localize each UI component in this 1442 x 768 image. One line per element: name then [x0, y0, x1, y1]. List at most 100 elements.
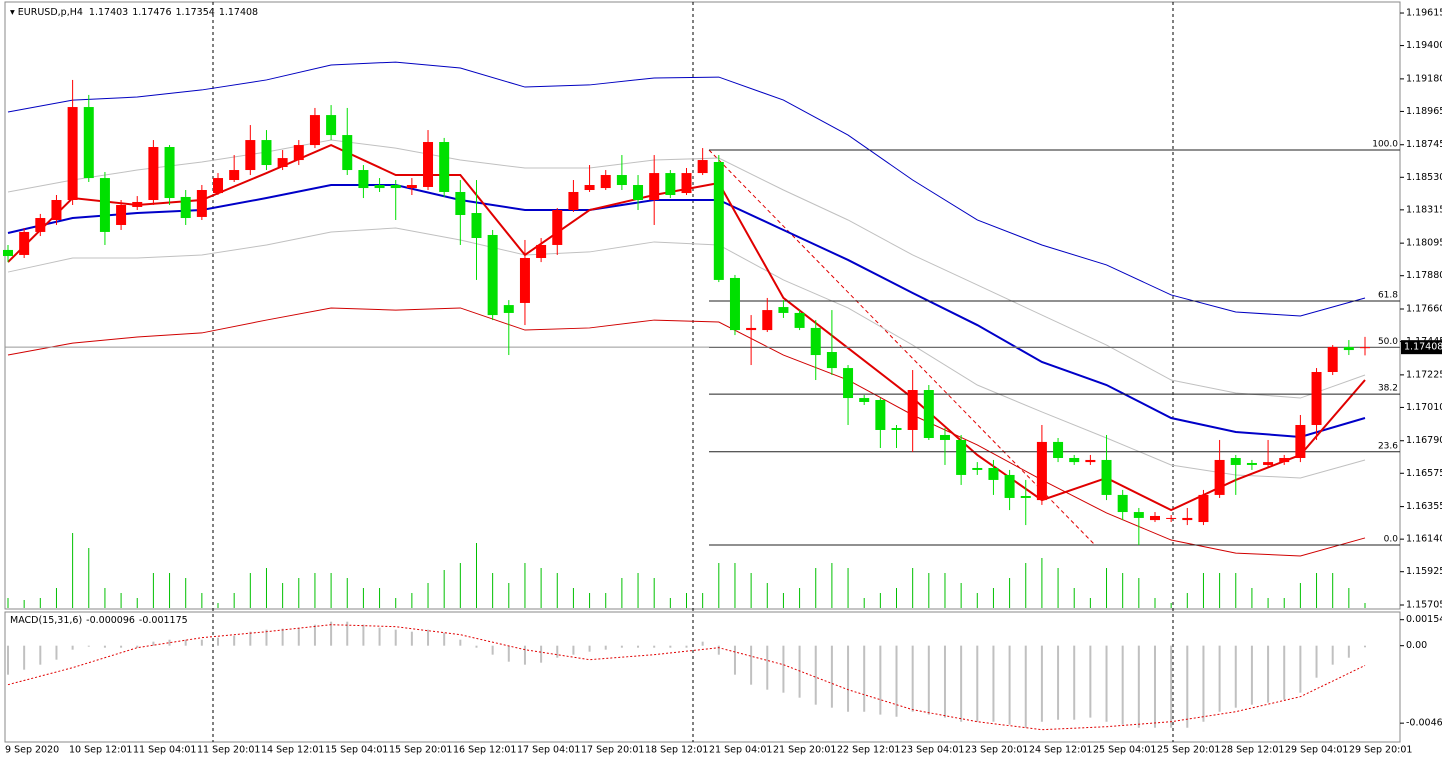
candle-body [229, 170, 240, 181]
y-tick-label: 1.18095 [1406, 238, 1442, 249]
candle-body [729, 277, 740, 331]
header-value: 1.17403 [89, 7, 128, 18]
candle-body [326, 115, 337, 136]
candle-body [665, 173, 676, 196]
y-tick-label: 0.001544 [1406, 614, 1442, 625]
candle-body [907, 390, 918, 430]
candle-body [342, 135, 353, 171]
candle-body [358, 170, 369, 189]
x-tick-label: 23 Sep 20:01 [965, 745, 1028, 756]
candle-body [616, 175, 627, 186]
candle-body [746, 327, 757, 331]
x-tick-label: 25 Sep 20:01 [1157, 745, 1220, 756]
fib-label: 61.8 [1378, 290, 1398, 300]
candle-body [180, 196, 191, 219]
candle-body [245, 140, 256, 171]
x-tick-label: 25 Sep 04:01 [1093, 745, 1156, 756]
x-tick-label: 17 Sep 04:01 [517, 745, 580, 756]
y-tick-label: 1.16790 [1406, 435, 1442, 446]
candle-body [116, 204, 127, 225]
fib-label: 0.0 [1384, 535, 1399, 545]
y-tick-label: -0.0046 [1406, 718, 1442, 729]
candle-body [1036, 441, 1047, 501]
macd-signal [7, 624, 1366, 731]
candle-body [35, 218, 46, 232]
x-tick-label: 28 Sep 12:01 [1221, 745, 1284, 756]
x-tick-label: 29 Sep 20:01 [1349, 745, 1412, 756]
macd-header: MACD(15,31,6) -0.000096 -0.001175 [10, 615, 188, 626]
candle-body [794, 312, 805, 328]
candle-body [956, 439, 967, 475]
candle-body [859, 398, 870, 402]
y-tick-label: 1.18745 [1406, 139, 1442, 150]
candle-body [503, 305, 514, 313]
candle-body [600, 175, 611, 189]
macd-title: MACD(15,31,6) [10, 615, 82, 626]
candle-body [826, 352, 837, 369]
x-tick-label: 9 Sep 2020 [5, 745, 59, 756]
candle-body [972, 467, 983, 470]
candle-body [406, 185, 417, 189]
candle-body [1101, 459, 1112, 495]
candle-body [843, 368, 854, 399]
candle-body [584, 185, 595, 191]
header-value: 1.17476 [132, 7, 171, 18]
fib-label: 50.0 [1378, 337, 1398, 347]
indicator-line [7, 61, 1366, 317]
x-tick-label: 11 Sep 04:01 [133, 745, 196, 756]
candle-body [1295, 424, 1306, 458]
candle-body [99, 178, 110, 232]
candle-body [1166, 517, 1177, 519]
y-tick-label: 1.17660 [1406, 304, 1442, 315]
candle-body [164, 147, 175, 199]
candle-body [988, 467, 999, 480]
candle-body [697, 160, 708, 174]
macd-frame [4, 611, 1401, 743]
y-tick-label: 1.15925 [1406, 566, 1442, 577]
x-tick-label: 11 Sep 20:01 [197, 745, 260, 756]
x-tick-label: 18 Sep 12:01 [645, 745, 708, 756]
chart-header: ▾ EURUSD,p,H4 1.17403 1.17476 1.17354 1.1740… [10, 7, 258, 18]
fib-label: 23.6 [1378, 441, 1398, 451]
candle-body [1020, 495, 1031, 498]
candle-body [1311, 371, 1322, 425]
candle-body [51, 200, 62, 220]
candle-body [1360, 347, 1370, 349]
candle-body [1263, 462, 1274, 465]
x-tick-label: 22 Sep 12:01 [837, 745, 900, 756]
y-tick-label: 1.19615 [1406, 8, 1442, 19]
plot-layer: 1.19615 1.19400 1.19180 1.18965 1.18745 1.185… [3, 8, 1442, 756]
candle-body [374, 185, 385, 189]
x-tick-label: 24 Sep 12:01 [1029, 745, 1092, 756]
candle-body [519, 257, 530, 303]
candle-body [1246, 462, 1257, 465]
y-tick-label: 1.19400 [1406, 40, 1442, 51]
candle-body [1230, 457, 1241, 465]
candle-body [83, 107, 94, 179]
candle-body [1085, 459, 1096, 463]
candle-body [762, 310, 773, 331]
indicator-line [7, 184, 1366, 438]
x-tick-label: 16 Sep 12:01 [453, 745, 516, 756]
candle-body [277, 158, 288, 167]
candle-body [923, 390, 934, 439]
fib-label: 100.0 [1372, 140, 1398, 150]
candle-body [293, 145, 304, 161]
header-value: 1.17408 [219, 7, 258, 18]
candle-body [875, 400, 886, 430]
candle-body [1069, 457, 1080, 463]
macd-value: -0.001175 [139, 615, 188, 626]
candle-body [568, 191, 579, 210]
y-tick-label: 1.19180 [1406, 73, 1442, 84]
x-tick-label: 21 Sep 20:01 [773, 745, 836, 756]
candle-body [1182, 517, 1193, 521]
main-frame [4, 1, 1401, 610]
candle-body [261, 140, 272, 166]
candle-body [487, 234, 498, 316]
fib-label: 38.2 [1378, 384, 1398, 394]
y-tick-label: 1.17880 [1406, 270, 1442, 281]
candle-body [423, 142, 434, 187]
macd-value: -0.000096 [86, 615, 135, 626]
